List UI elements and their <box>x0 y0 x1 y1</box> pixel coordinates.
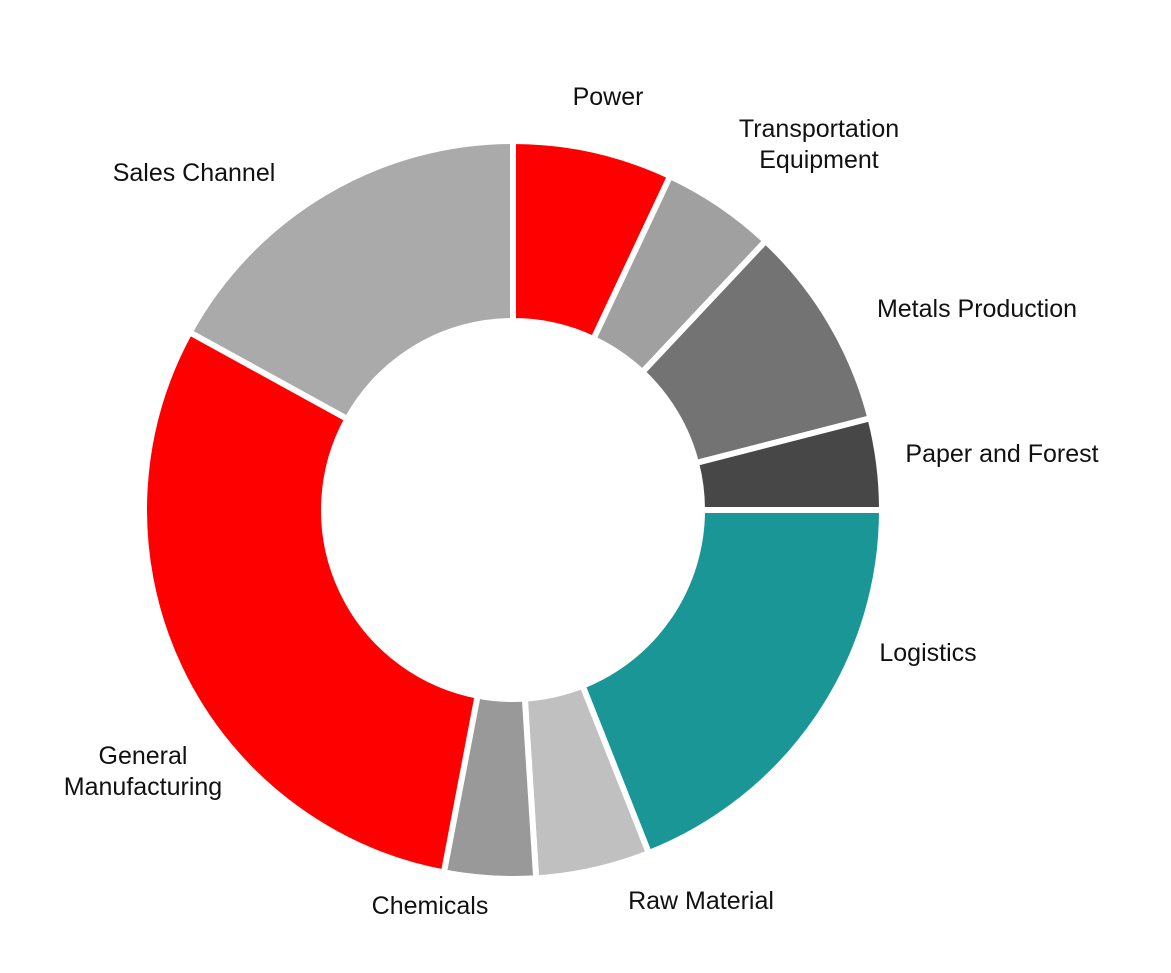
slice-label: Transportation Equipment <box>739 114 899 176</box>
slice-label-line: Logistics <box>879 639 977 667</box>
slice-label-line: Chemicals <box>371 892 489 920</box>
slice-label-line: Paper and Forest <box>905 440 1099 468</box>
slice-label-line: Equipment <box>759 146 879 174</box>
slice-label-line: Raw Material <box>628 887 774 915</box>
slice-logistics <box>578 507 886 857</box>
slice-label: General Manufacturing <box>64 741 222 803</box>
slice-label-line: Manufacturing <box>63 773 223 801</box>
slice-sales-channel <box>185 137 516 424</box>
slice-label-line: Transportation <box>738 115 900 143</box>
slice-general-manufacturing <box>141 328 482 876</box>
slice-label: Logistics <box>879 638 976 669</box>
slice-label: Raw Material <box>628 886 774 917</box>
slice-label-line: General <box>98 742 188 770</box>
slice-label: Sales Channel <box>113 158 276 189</box>
slice-label: Power <box>573 82 644 113</box>
slice-label-line: Power <box>572 83 644 111</box>
slice-label-line: Metals Production <box>876 295 1078 323</box>
slice-label: Paper and Forest <box>905 439 1098 470</box>
slice-label-line: Sales Channel <box>112 159 276 187</box>
slice-label: Chemicals <box>372 891 489 922</box>
slice-label: Metals Production <box>877 294 1077 325</box>
